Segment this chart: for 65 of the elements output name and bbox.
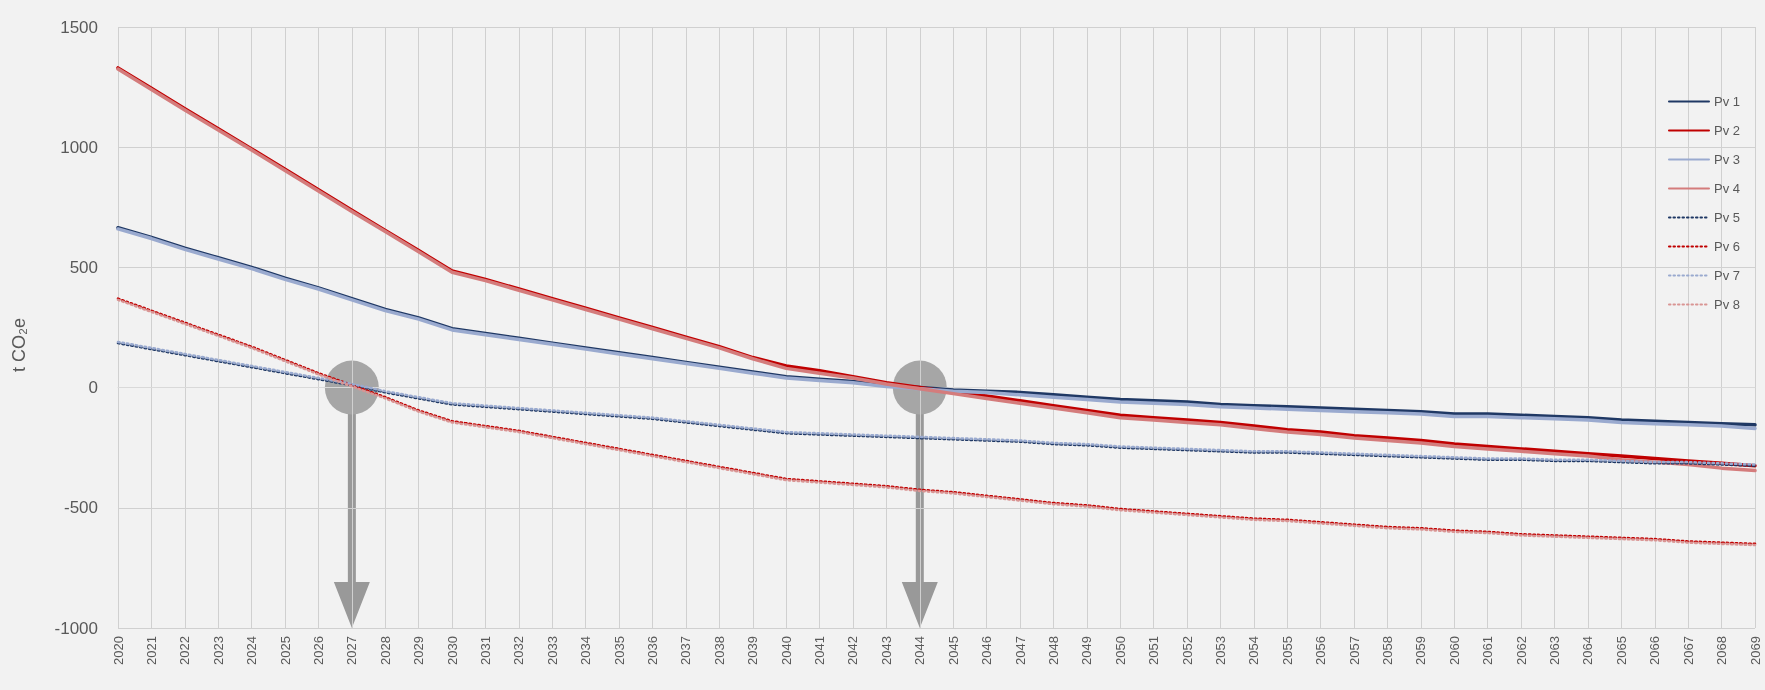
legend-label: Pv 1 xyxy=(1713,94,1740,109)
x-tick-label: 2049 xyxy=(1079,636,1095,665)
x-tick-label: 2028 xyxy=(377,636,393,665)
x-tick-label: 2061 xyxy=(1480,636,1496,665)
x-tick-label: 2063 xyxy=(1547,636,1563,665)
y-tick-label: 0 xyxy=(88,378,98,398)
legend-label: Pv 3 xyxy=(1713,152,1740,167)
x-tick-label: 2069 xyxy=(1747,636,1763,665)
x-tick-label: 2024 xyxy=(244,636,260,665)
legend-label: Pv 4 xyxy=(1713,181,1740,196)
x-tick-label: 2043 xyxy=(878,636,894,665)
y-tick-label: 1500 xyxy=(60,17,98,37)
x-tick-label: 2068 xyxy=(1714,636,1730,665)
x-tick-label: 2065 xyxy=(1613,636,1629,665)
x-tick-label: 2064 xyxy=(1580,636,1596,665)
y-axis-title: t CO₂e xyxy=(9,318,29,372)
x-tick-label: 2055 xyxy=(1279,636,1295,665)
legend-label: Pv 5 xyxy=(1713,210,1740,225)
y-tick-label: -1000 xyxy=(54,618,98,638)
x-tick-label: 2052 xyxy=(1179,636,1195,665)
x-tick-label: 2030 xyxy=(444,636,460,665)
x-tick-label: 2035 xyxy=(611,636,627,665)
x-tick-label: 2050 xyxy=(1112,636,1128,665)
x-tick-label: 2042 xyxy=(845,636,861,665)
x-tick-label: 2031 xyxy=(477,636,493,665)
x-tick-label: 2056 xyxy=(1313,636,1329,665)
x-tick-label: 2023 xyxy=(210,636,226,665)
x-tick-label: 2053 xyxy=(1212,636,1228,665)
x-tick-label: 2025 xyxy=(277,636,293,665)
x-tick-label: 2041 xyxy=(812,636,828,665)
y-tick-label: 1000 xyxy=(60,137,98,157)
x-tick-label: 2062 xyxy=(1513,636,1529,665)
x-tick-label: 2038 xyxy=(711,636,727,665)
legend-label: Pv 6 xyxy=(1713,239,1740,254)
y-tick-label: -500 xyxy=(63,498,98,518)
x-tick-label: 2029 xyxy=(411,636,427,665)
x-tick-label: 2058 xyxy=(1380,636,1396,665)
legend-label: Pv 8 xyxy=(1713,297,1740,312)
x-tick-label: 2054 xyxy=(1246,636,1262,665)
x-tick-label: 2034 xyxy=(578,636,594,665)
x-tick-label: 2066 xyxy=(1647,636,1663,665)
x-tick-label: 2036 xyxy=(645,636,661,665)
legend-label: Pv 2 xyxy=(1713,123,1740,138)
x-tick-label: 2051 xyxy=(1146,636,1162,665)
x-tick-label: 2046 xyxy=(979,636,995,665)
x-tick-label: 2027 xyxy=(344,636,360,665)
x-tick-label: 2047 xyxy=(1012,636,1028,665)
x-tick-label: 2040 xyxy=(778,636,794,665)
x-tick-label: 2060 xyxy=(1446,636,1462,665)
x-tick-label: 2032 xyxy=(511,636,527,665)
x-tick-label: 2059 xyxy=(1413,636,1429,665)
x-tick-label: 2044 xyxy=(912,636,928,665)
x-tick-label: 2021 xyxy=(143,636,159,665)
x-tick-label: 2039 xyxy=(745,636,761,665)
x-tick-label: 2026 xyxy=(310,636,326,665)
x-tick-label: 2048 xyxy=(1045,636,1061,665)
x-tick-label: 2037 xyxy=(678,636,694,665)
x-tick-label: 2033 xyxy=(544,636,560,665)
y-tick-label: 500 xyxy=(69,257,98,277)
x-tick-label: 2057 xyxy=(1346,636,1362,665)
legend-label: Pv 7 xyxy=(1713,268,1740,283)
x-tick-label: 2045 xyxy=(945,636,961,665)
x-tick-label: 2067 xyxy=(1680,636,1696,665)
x-tick-label: 2020 xyxy=(110,636,126,665)
x-tick-label: 2022 xyxy=(177,636,193,665)
